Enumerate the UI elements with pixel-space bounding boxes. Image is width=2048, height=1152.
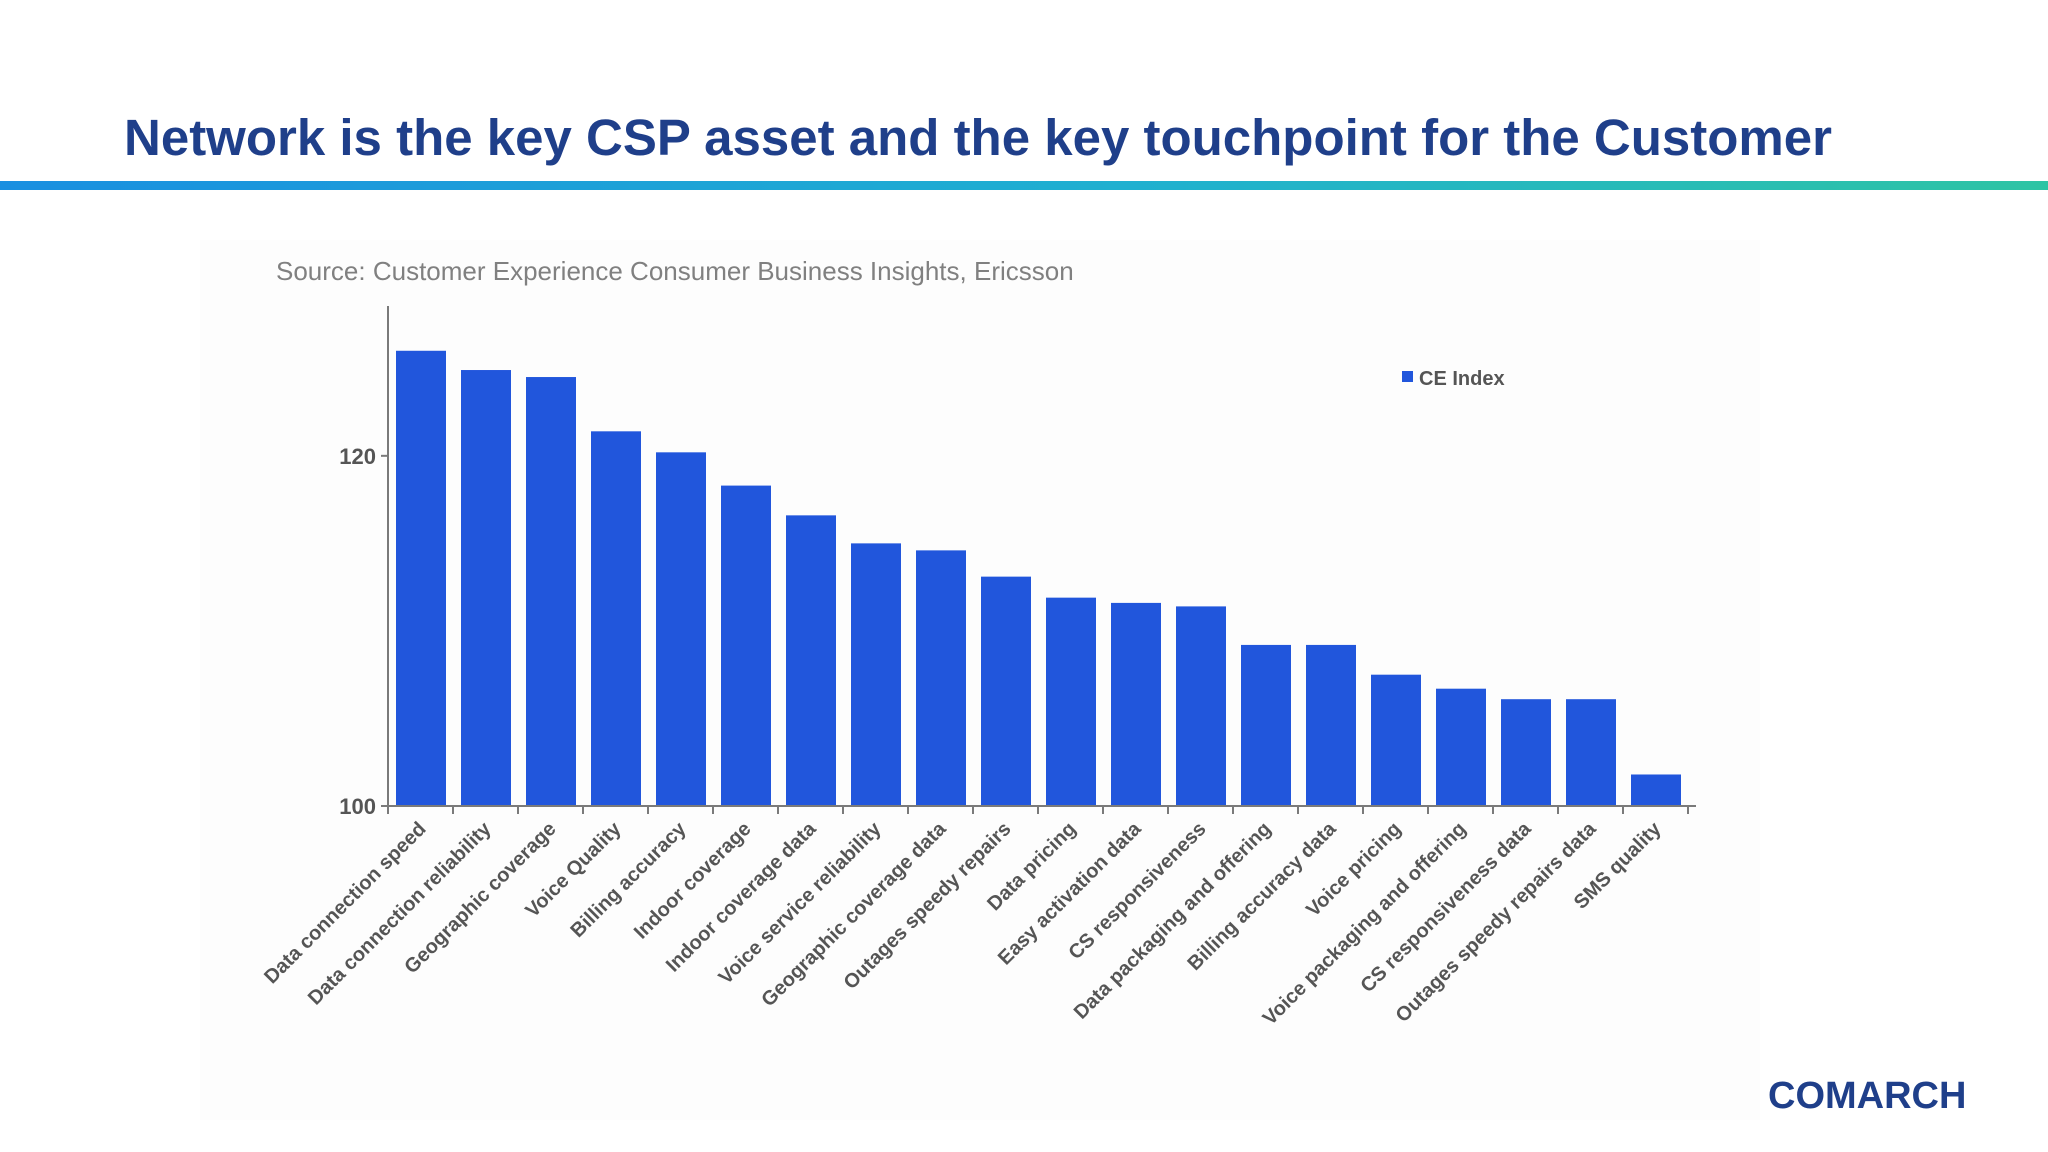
bar-8 [851, 543, 901, 806]
chart-source-subtitle: Source: Customer Experience Consumer Bus… [276, 256, 1074, 286]
bar-18 [1501, 699, 1551, 806]
bar-9 [916, 550, 966, 806]
bar-2 [461, 370, 511, 806]
bar-chart: Source: Customer Experience Consumer Bus… [260, 256, 1696, 1030]
bar-16 [1371, 674, 1421, 806]
bar-14 [1241, 644, 1291, 806]
chart-area: Source: Customer Experience Consumer Bus… [200, 240, 1760, 1120]
bar-1 [396, 350, 446, 806]
bar-10 [981, 576, 1031, 806]
bar-15 [1306, 644, 1356, 806]
axes-group: 100 120 [339, 306, 1696, 819]
bar-5 [656, 452, 706, 806]
bar-17 [1436, 688, 1486, 806]
bar-7 [786, 515, 836, 806]
page-title: Network is the key CSP asset and the key… [124, 109, 1832, 166]
legend-swatch [1402, 371, 1413, 382]
bar-19 [1566, 699, 1616, 806]
y-tick-label: 100 [339, 794, 376, 819]
bar-20 [1631, 774, 1681, 806]
comarch-logo: COMARCH [1768, 1075, 1967, 1117]
legend-label: CE Index [1419, 368, 1505, 390]
bars-group [396, 350, 1681, 806]
bar-13 [1176, 606, 1226, 806]
bar-12 [1111, 602, 1161, 806]
legend: CE Index [1402, 368, 1505, 390]
x-tick-label: Indoor coverage [630, 818, 756, 944]
x-tick-label: Billing accuracy [567, 817, 692, 942]
bar-3 [526, 377, 576, 806]
y-tick-label: 120 [339, 444, 376, 469]
bar-11 [1046, 597, 1096, 806]
bar-6 [721, 485, 771, 806]
bar-4 [591, 431, 641, 806]
title-divider [0, 181, 2048, 190]
